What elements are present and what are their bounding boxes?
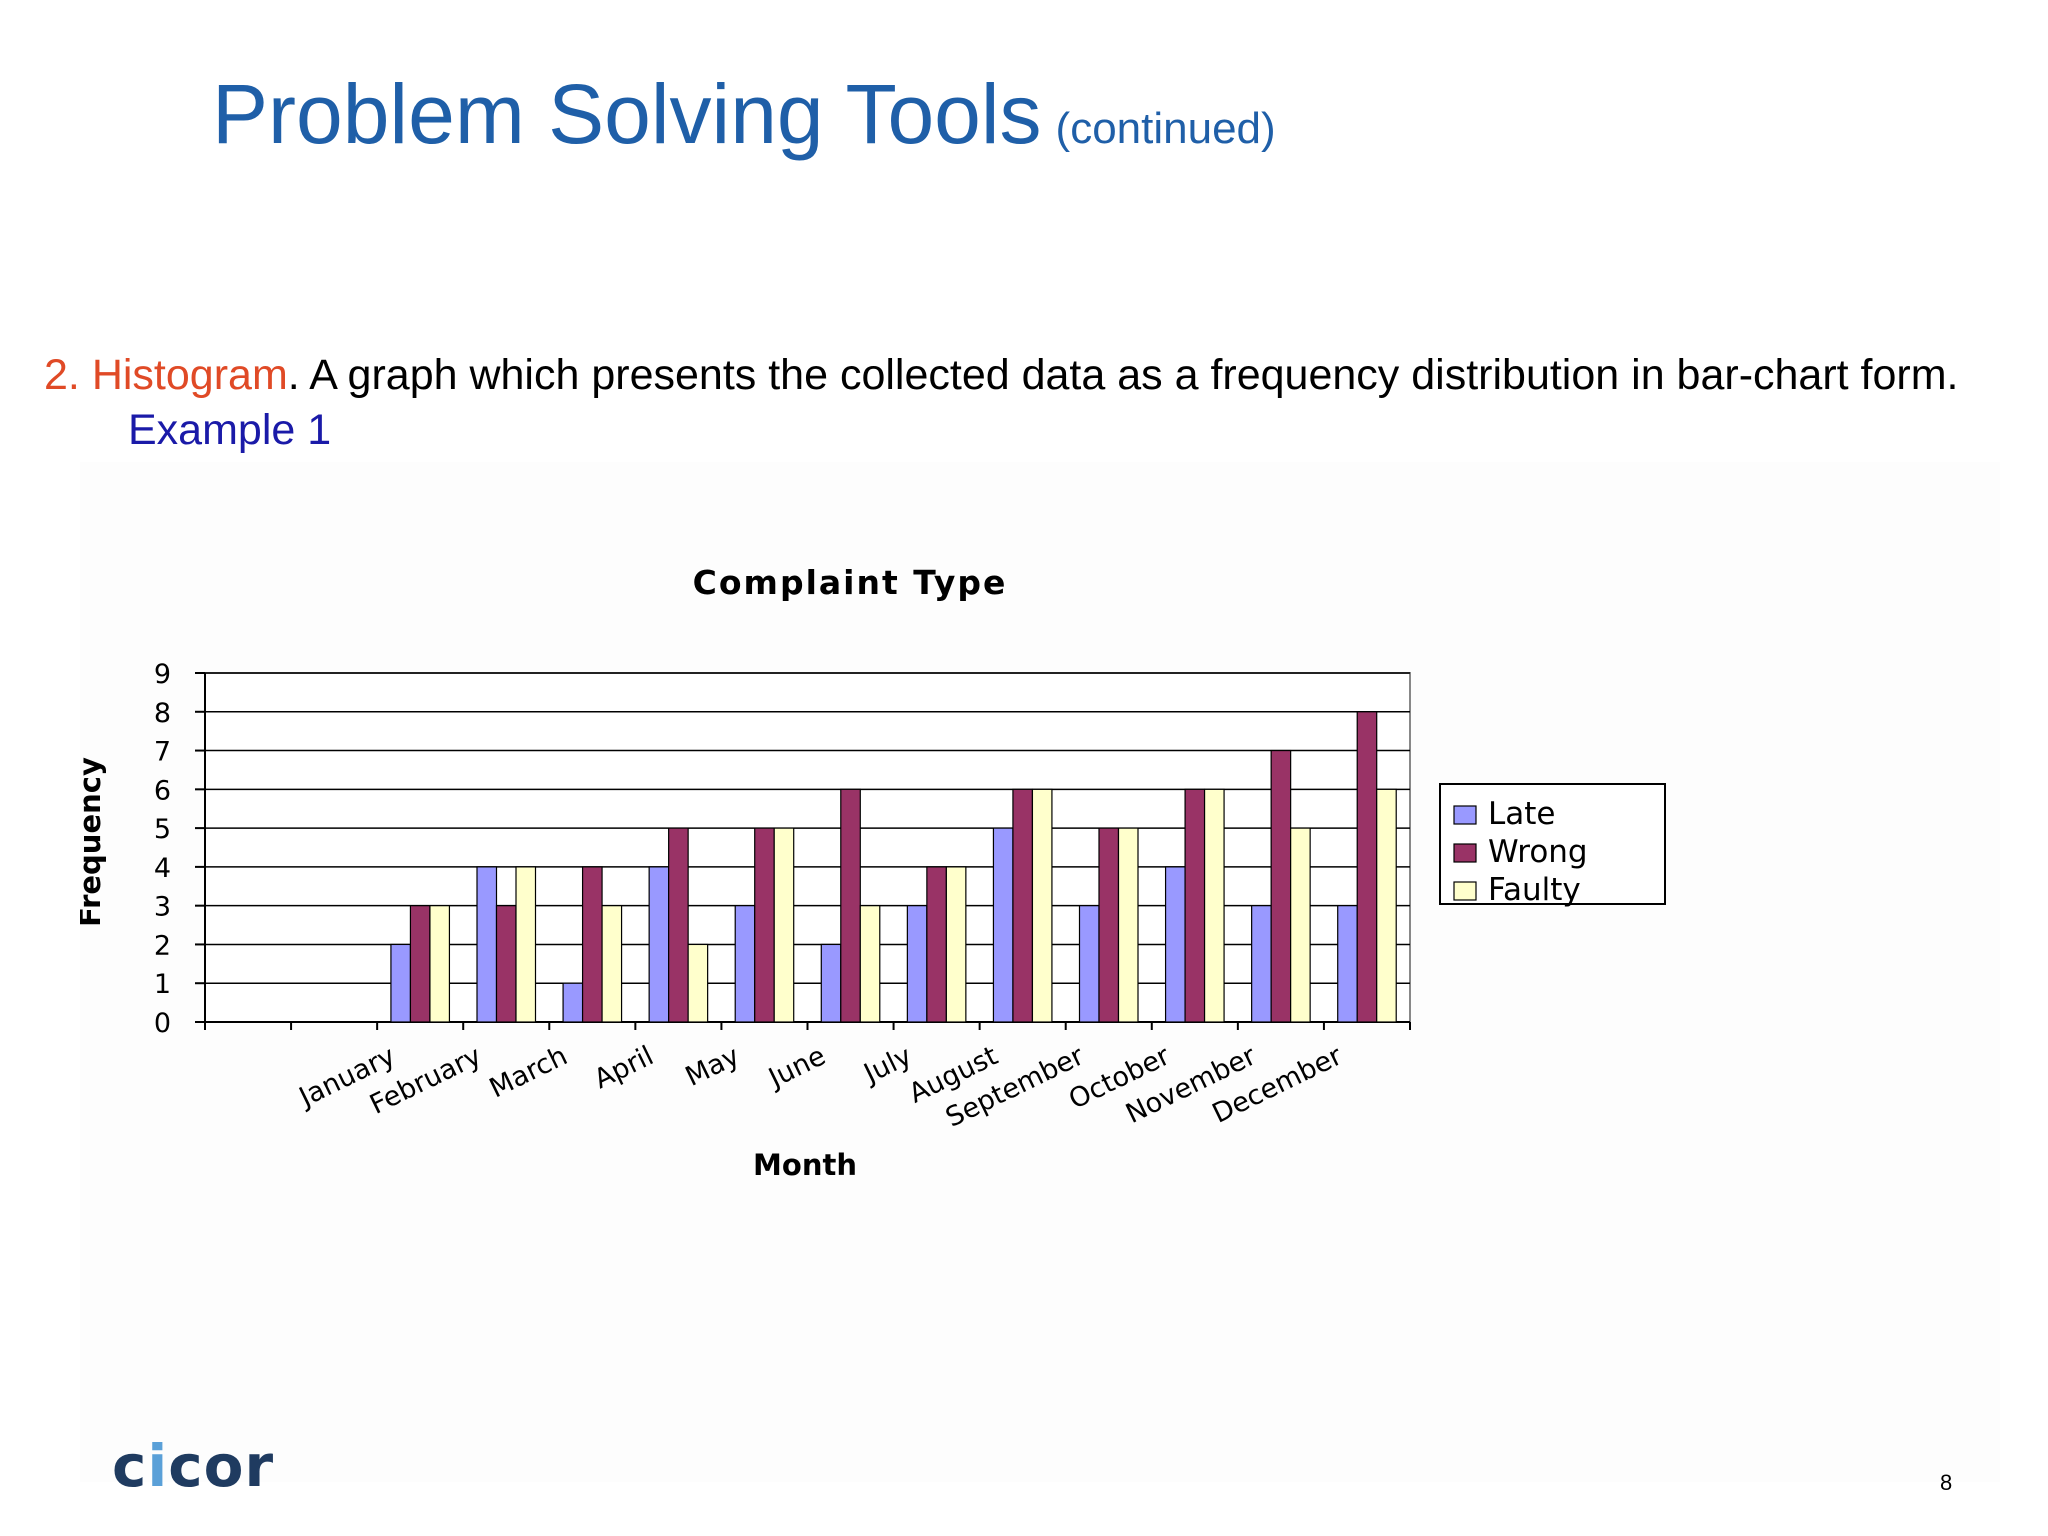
bar-wrong xyxy=(1012,788,1034,1023)
slide-title: Problem Solving Tools (continued) xyxy=(212,66,1276,163)
bar-faulty xyxy=(1031,788,1053,1023)
bar-wrong xyxy=(926,866,947,1023)
bar-late xyxy=(562,982,584,1023)
bar-late xyxy=(1164,866,1186,1023)
y-tick-label: 4 xyxy=(154,853,171,884)
bar-late xyxy=(648,866,670,1023)
x-axis-label: Month xyxy=(753,1148,857,1182)
y-tick-label: 3 xyxy=(154,892,171,923)
bar-wrong xyxy=(1098,827,1120,1023)
chart-title: Complaint Type xyxy=(693,563,1008,602)
bar-wrong xyxy=(668,827,689,1023)
bar-faulty xyxy=(1117,827,1139,1023)
legend-label-late: Late xyxy=(1488,796,1556,832)
example-link[interactable]: Example 1 xyxy=(128,406,332,454)
legend-label-faulty: Faulty xyxy=(1488,872,1581,908)
legend-swatch-faulty xyxy=(1453,881,1477,901)
bar-wrong xyxy=(1270,749,1292,1023)
item-number: 2. xyxy=(44,351,80,399)
chart-panel: 0 1 2 3 4 5 6 7 8 9 January February March April May Ju… xyxy=(80,462,2000,1482)
y-tick-label: 2 xyxy=(154,930,171,961)
bar-wrong xyxy=(754,827,775,1023)
item-text: . A graph which presents the collected d… xyxy=(287,351,1959,399)
logo-text-accent: i xyxy=(147,1432,169,1500)
bar-faulty xyxy=(429,905,451,1023)
logo-text-start: c xyxy=(112,1432,148,1500)
bar-wrong xyxy=(1356,711,1378,1023)
y-tick-label: 0 xyxy=(154,1008,171,1039)
y-tick-label: 8 xyxy=(154,698,171,729)
bar-late xyxy=(390,943,412,1023)
bar-late xyxy=(992,827,1014,1023)
bar-late xyxy=(820,943,842,1023)
legend-box xyxy=(1439,783,1666,905)
y-tick-label: 5 xyxy=(154,814,171,845)
x-tick-label: May xyxy=(681,1040,745,1092)
legend-swatch-wrong xyxy=(1453,843,1477,863)
histogram-description: 2. Histogram. A graph which presents the… xyxy=(44,348,2048,458)
x-tick-label: March xyxy=(485,1040,573,1104)
bar-faulty xyxy=(859,905,881,1023)
bar-faulty xyxy=(687,943,709,1023)
bar-faulty xyxy=(1376,788,1397,1023)
bar-faulty xyxy=(1290,827,1311,1023)
bar-late xyxy=(1337,905,1358,1023)
slide-title-sub: (continued) xyxy=(1055,104,1276,153)
bar-wrong xyxy=(1184,788,1206,1023)
bar-wrong xyxy=(409,905,431,1023)
y-axis-label: Frequency xyxy=(80,757,107,927)
y-tick-label: 9 xyxy=(154,659,171,690)
bar-late xyxy=(906,905,928,1023)
legend-label-wrong: Wrong xyxy=(1488,834,1588,870)
y-tick-label: 7 xyxy=(154,737,171,768)
bar-wrong xyxy=(495,905,517,1023)
bar-faulty xyxy=(773,827,795,1023)
item-term: Histogram xyxy=(91,351,288,399)
bar-wrong xyxy=(581,866,603,1023)
bar-faulty xyxy=(945,866,967,1023)
page-number: 8 xyxy=(1940,1470,1953,1495)
cicor-logo: cicor xyxy=(112,1432,274,1500)
y-tick-label: 1 xyxy=(154,969,171,1000)
x-tick-label: April xyxy=(589,1040,658,1095)
bar-faulty xyxy=(601,905,623,1023)
bar-late xyxy=(476,866,498,1023)
x-tick-label: June xyxy=(762,1040,830,1095)
bar-faulty xyxy=(1203,788,1225,1023)
bar-wrong xyxy=(840,788,861,1023)
bar-late xyxy=(1251,905,1272,1023)
plot-area xyxy=(204,672,1411,1023)
slide-title-main: Problem Solving Tools xyxy=(212,67,1042,161)
bar-late xyxy=(1078,905,1100,1023)
logo-text-end: cor xyxy=(168,1432,275,1500)
y-tick-label: 6 xyxy=(154,775,171,806)
legend-swatch-late xyxy=(1453,805,1477,825)
bar-late xyxy=(734,905,756,1023)
bar-faulty xyxy=(515,866,537,1023)
